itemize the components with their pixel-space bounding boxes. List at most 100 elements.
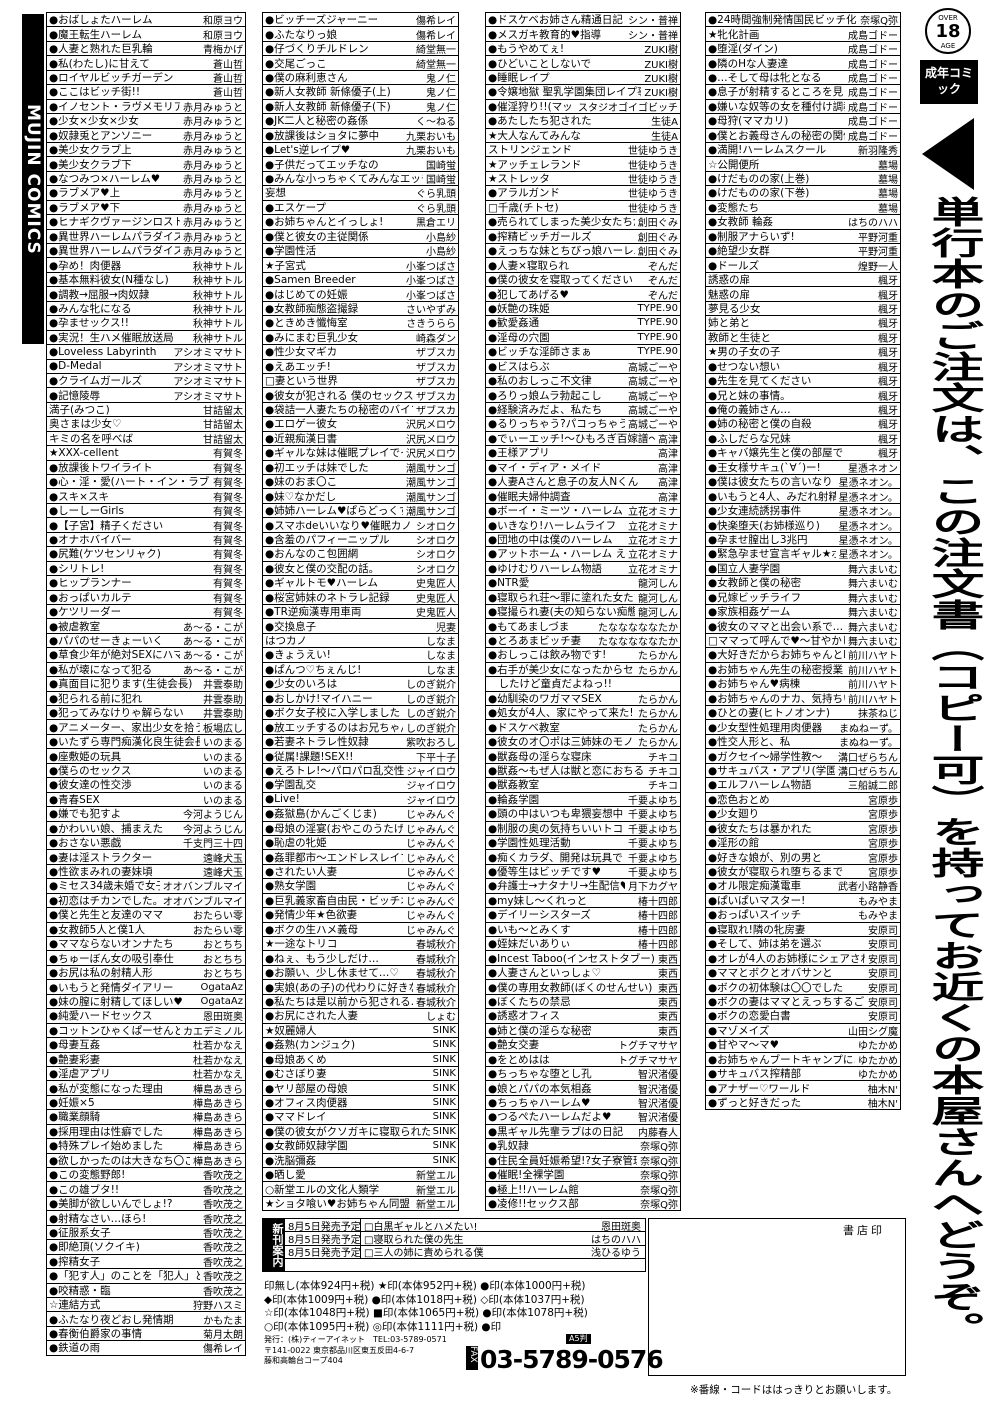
order-row: ●姉の秘密と僕の自殺 楓牙 xyxy=(706,417,900,432)
book-title: ●おっぱいカルテ xyxy=(49,591,132,604)
book-author: 舞六まいむ xyxy=(848,637,898,649)
order-row: ●放課後トワイライト 有賀冬 xyxy=(47,461,245,475)
book-author: 舞六まいむ xyxy=(848,564,898,576)
book-title: ●国立人妻学園 xyxy=(708,562,781,575)
order-row: ●けだものの家(下巻) 墓場 xyxy=(706,186,900,201)
order-row: ●お尻は私の射精人形 おとちち xyxy=(47,966,245,981)
book-author: ぞんだ xyxy=(648,261,678,273)
price-line: ◆印(本体1009円+税) ●印(本体1018円+税) ◇印(本体1037円+税… xyxy=(264,1293,585,1306)
book-title: 教師と生徒と xyxy=(708,331,771,344)
book-author: 楓牙 xyxy=(878,420,898,432)
book-author: じゃみんぐ xyxy=(406,911,456,923)
book-author: 宮原歩 xyxy=(868,810,898,822)
book-author: 安原司 xyxy=(868,969,898,981)
book-title: ●実況！生ハメ催眠放送局 xyxy=(49,331,174,344)
book-author: 星憑ネオン。 xyxy=(838,478,898,490)
order-column-2: ●ビッチーズジャーニー 傷希レイ ●ふたなりっ娘 傷希レイ ●仔づくりチルドレン 綺堂無一… xyxy=(262,12,459,1212)
release-title: □白黒ギャルとハメたい! xyxy=(364,1221,478,1233)
book-title: ●ラブメア♥上 xyxy=(49,187,121,200)
book-author: ぞんだ xyxy=(648,276,678,288)
order-row: ●女教師と僕の秘密 舞六まいむ xyxy=(706,576,900,591)
book-title: ●即絶頂(ソクイキ) xyxy=(49,1241,140,1254)
book-title: ●恥虐の牝姫 xyxy=(265,837,327,850)
book-title: ●ふたなりっ娘 xyxy=(265,28,338,41)
book-author: く～ねる xyxy=(416,117,456,129)
order-row: ●若妻ネトラレ性奴隷 紫吹おろし xyxy=(263,735,458,750)
order-row: ●サキュバス搾精部 ゆたかめ xyxy=(706,1067,900,1082)
order-row: ●僕は彼女たちの言いなり 星憑ネオン。 xyxy=(706,475,900,490)
book-title: ●淫虐アプリ xyxy=(49,1068,111,1081)
book-title: ●痴くカラダ、開発は玩具で xyxy=(488,851,623,864)
book-title: ●尻難(ケツセンリャク) xyxy=(49,548,161,561)
order-row: ●姦罪都市～エンドレスレイプ～じゃみんぐ xyxy=(263,850,458,865)
book-title: ●シリトレ! xyxy=(49,562,105,575)
order-row: ●搾精ビッチガールズ 創田ぐみ xyxy=(486,230,680,244)
book-author: 杜若かなえ xyxy=(193,1070,243,1082)
book-author: 立花オミナ xyxy=(628,507,678,519)
book-author: 板場広し xyxy=(203,723,243,735)
arrow-left-icon xyxy=(922,118,974,190)
book-author: 九栗おいも xyxy=(406,131,456,143)
book-title: ●人妻Aさんと息子の友人Nくん xyxy=(488,476,639,489)
order-row: ●僕と先生と友達のママ おたらい零 xyxy=(47,908,245,923)
book-title: ●女教師痴態盗撮録 xyxy=(265,302,359,315)
order-row: ●座敷姫の玩具 いのまる xyxy=(47,749,245,764)
book-title: ●妹の膣に射精してほしい♥ xyxy=(49,995,183,1008)
book-title: ●催眠!全裸学園 xyxy=(488,1169,565,1182)
new-releases-box: 新刊案内 8月5日発売予定 □白黒ギャルとハメたい! 恩田斑奥 8月5日発売予定 □寝取… xyxy=(262,1218,646,1272)
book-title: ●寝取れ!隣の牝房妻 xyxy=(708,923,806,936)
book-title: ●女教師奴隷学園 xyxy=(265,1140,348,1153)
book-author: 紫吹おろし xyxy=(406,738,456,750)
order-row: ●お姉ちゃん先生の秘密授業 前川ハヤト xyxy=(706,663,900,678)
book-author: 墓場 xyxy=(878,189,898,201)
order-row: ●優等生はビッチです♥ 千要よゆち xyxy=(486,865,680,880)
order-row: ●お願い、少し休ませて…♡ 春城秋介 xyxy=(263,966,458,981)
order-row: ●兄嫁ビッチライフ 舞六まいむ xyxy=(706,591,900,605)
book-title: ●弁護士→ナタナリ→生配信♥ xyxy=(488,880,625,893)
order-row: ●私(わたし)に甘えて 蒼山哲 xyxy=(47,56,245,71)
book-title: ●ラブメア♥下 xyxy=(49,201,121,214)
book-title: ●性欲まみれの妻妹頃 xyxy=(49,866,153,879)
order-row: ●姦熟(カンジュク) SINK xyxy=(263,1038,458,1053)
book-author: 平野河重 xyxy=(858,247,898,259)
book-author: かもたま xyxy=(203,1315,243,1327)
book-author: 樺島あきら xyxy=(193,1127,243,1139)
order-row: ●嫌でも犯すよ 今河ようじん xyxy=(47,807,245,822)
book-title: ●草食少年が絶対SEXにハマルまで xyxy=(49,649,180,662)
book-author: ザブスカ xyxy=(416,391,456,403)
book-title: ●孕ませックス!! xyxy=(49,317,129,330)
new-release-row: 8月5日発売予定 □寝取られた僕の先生 はちのハハ xyxy=(285,1232,645,1246)
book-author: 樺島あきら xyxy=(193,1084,243,1096)
book-title: ○新堂エルの文化人類学 xyxy=(265,1183,380,1196)
order-row: ●放課後はショタに夢中 九栗おいも xyxy=(263,129,458,143)
book-title: ●快楽堕天(お姉様巡り) xyxy=(708,519,820,532)
fax-label: FAX xyxy=(466,1346,478,1370)
order-row: ●ビッチな淫師さまぁ TYPE.90 xyxy=(486,345,680,360)
book-title: ●をとめはは xyxy=(488,1053,550,1066)
book-author: 楓牙 xyxy=(878,406,898,418)
book-author: 井雲泰助 xyxy=(203,709,243,721)
book-title: ●兄嫁ビッチライフ xyxy=(708,591,802,604)
release-date: 8月5日発売予定 xyxy=(285,1219,361,1232)
book-title: ●きょうえい! xyxy=(265,649,331,662)
order-row: ●おっぱいカルテ 有賀冬 xyxy=(47,591,245,605)
book-title: ●初恋はチカンでした。 xyxy=(49,894,160,907)
book-title: ●ギャルな妹は催眠プレイでイキまくる! xyxy=(265,447,403,460)
order-row: ●奴隷兎とアンソニー 赤月みゅうと xyxy=(47,129,245,143)
order-row: ●彼女たちは暴かれた 宮原歩 xyxy=(706,822,900,836)
book-title: ●ビスはらぶ xyxy=(488,360,550,373)
book-title: ●晒し愛 xyxy=(265,1169,306,1182)
order-row: ●ヒップランナー 有賀冬 xyxy=(47,576,245,591)
order-row: ●美脚が欲しいんでしょ!? 香吹茂之 xyxy=(47,1197,245,1212)
book-author: じゃみんぐ xyxy=(406,810,456,822)
order-row: したけど童貞だよねっ!! xyxy=(486,677,680,692)
book-author: おとちち xyxy=(203,954,243,966)
adult-comic-label: 成年コミック xyxy=(920,60,978,104)
book-title: ●かわいい娘、捕まえた xyxy=(49,822,164,835)
book-title: ●オル限定痴漢電車 xyxy=(708,880,802,893)
book-title: ●お願い、少し休ませて…♡ xyxy=(265,967,399,980)
book-title: ●少女廻り xyxy=(708,808,760,821)
book-title: ●ぱんつ♡ちぇんじ! xyxy=(265,663,362,676)
order-row: ●彼女が犯される 僕のセックス ザブスカ xyxy=(263,388,458,403)
book-title: ●私のおしっこ不文律 xyxy=(488,375,592,388)
